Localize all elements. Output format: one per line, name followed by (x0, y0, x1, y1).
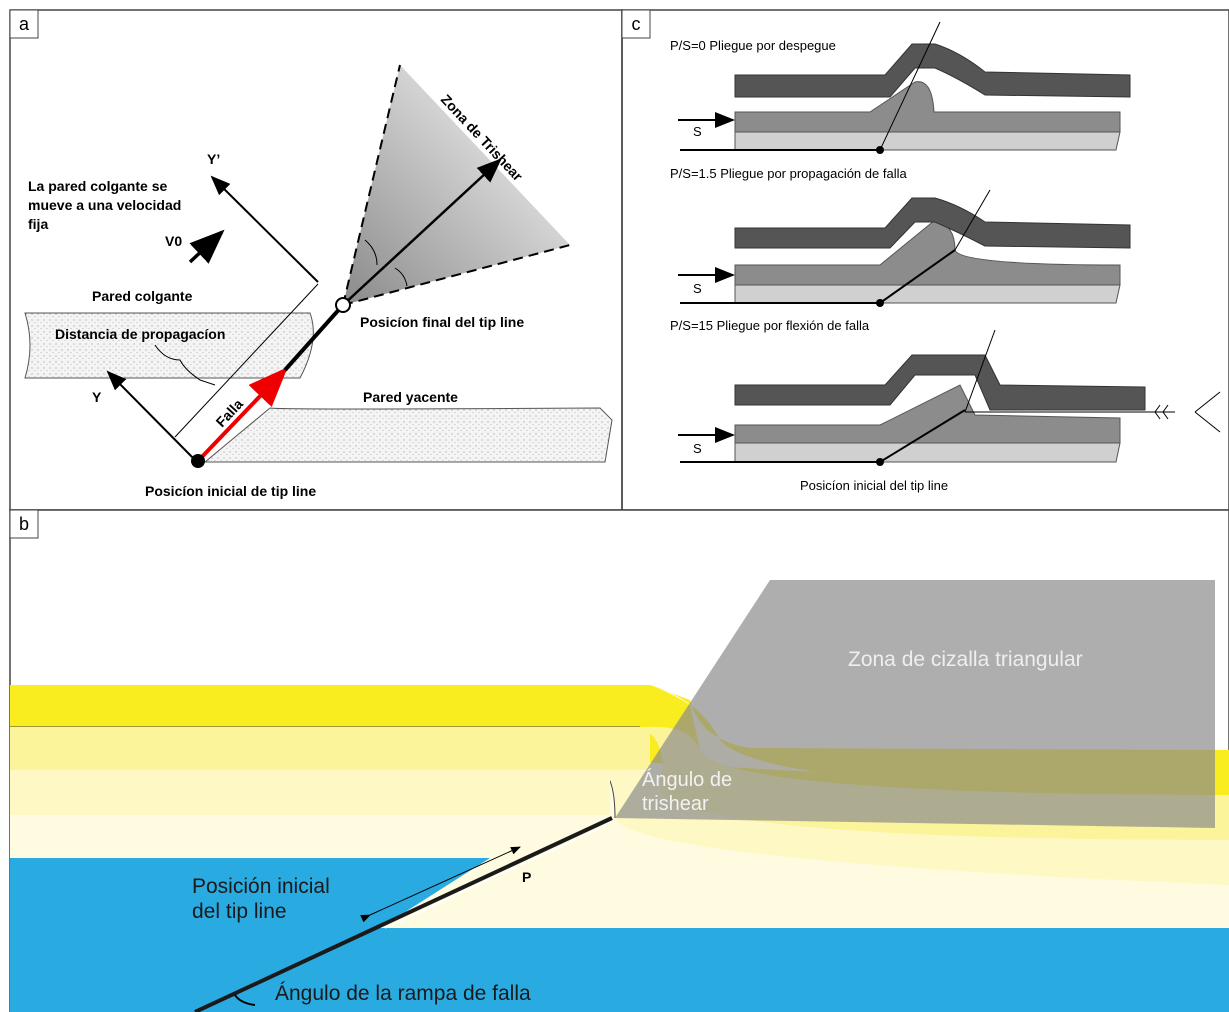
label: P/S=1.5 Pliegue por propagación de falla (670, 166, 907, 181)
label: Falla (212, 396, 246, 430)
label: Pared yacente (363, 389, 458, 405)
shape (735, 443, 1120, 462)
shape (108, 372, 196, 461)
label: fija (28, 216, 48, 232)
label: Y (92, 389, 102, 405)
label: V0 (165, 233, 182, 249)
label: P (522, 869, 531, 885)
label: Ángulo de (642, 768, 732, 791)
label: P/S=15 Pliegue por flexión de falla (670, 318, 870, 333)
panel-a: a Zona de Trishear Y’ La pared colgante … (10, 10, 622, 510)
label: b (19, 514, 29, 534)
shape (190, 232, 222, 262)
shape (25, 313, 313, 378)
label: Pared colgante (92, 288, 193, 304)
shape (336, 298, 350, 312)
shape (10, 815, 580, 858)
shape (212, 177, 318, 282)
label: a (19, 14, 30, 34)
label: Y’ (207, 151, 220, 167)
label: mueve a una velocidad (28, 197, 181, 213)
panel-c: c P/S=0 Pliegue por despegue P/S=1.5 Pli… (622, 10, 1229, 510)
label: Posicíon final del tip line (360, 314, 524, 330)
shape (205, 408, 612, 462)
label: Distancia de propagacíon (55, 326, 225, 342)
label: S (693, 441, 702, 456)
label: Ángulo de la rampa de falla (275, 982, 531, 1005)
label: c (632, 14, 641, 34)
label: S (693, 124, 702, 139)
model-row-3: S (678, 330, 1220, 466)
label: del tip line (192, 900, 287, 923)
shape (10, 770, 610, 815)
label: Zona de cizalla triangular (848, 648, 1083, 671)
shape (735, 285, 1120, 303)
label: Posicíon inicial del tip line (800, 478, 948, 493)
label: trishear (642, 793, 709, 815)
label: La pared colgante se (28, 178, 167, 194)
model-row-2: S (678, 190, 1130, 307)
label: Posicíon inicial de tip line (145, 483, 316, 499)
shape (10, 727, 650, 770)
label: P/S=0 Pliegue por despegue (670, 38, 836, 53)
label: S (693, 281, 702, 296)
figure: a Zona de Trishear Y’ La pared colgante … (0, 0, 1229, 1012)
shape (191, 454, 205, 468)
shape: La pared colgante se mueve a una velocida… (28, 178, 181, 232)
label: Posición inicial (192, 875, 330, 898)
shape (735, 132, 1120, 150)
